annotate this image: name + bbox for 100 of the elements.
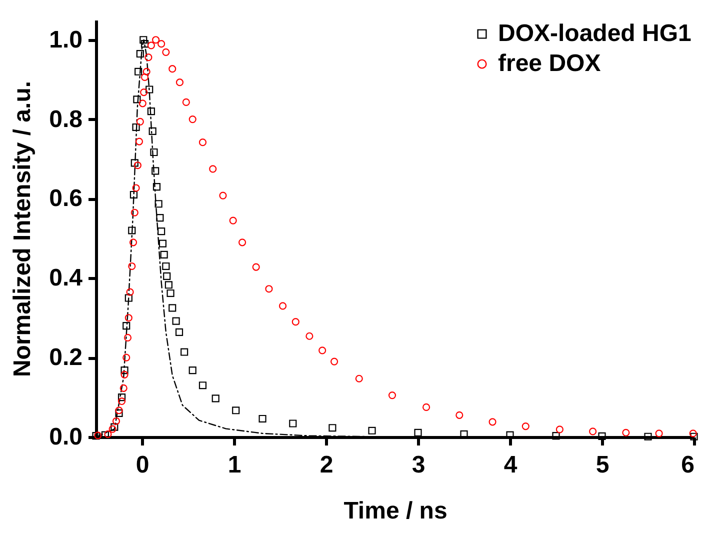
point bbox=[115, 409, 123, 417]
point bbox=[132, 184, 140, 192]
point bbox=[140, 40, 149, 48]
point bbox=[176, 78, 184, 86]
point bbox=[689, 430, 697, 438]
point bbox=[122, 322, 130, 330]
point bbox=[422, 403, 430, 411]
point bbox=[289, 420, 297, 428]
legend-label: free DOX bbox=[498, 50, 601, 77]
x-tick-label: 2 bbox=[320, 452, 334, 478]
point bbox=[163, 272, 171, 280]
point bbox=[135, 138, 144, 146]
point bbox=[124, 294, 132, 302]
point bbox=[690, 432, 698, 440]
y-tick-label: 0.8 bbox=[49, 106, 82, 133]
point bbox=[306, 332, 314, 340]
point bbox=[589, 428, 597, 436]
point bbox=[522, 422, 530, 430]
y-tick-label: 0.0 bbox=[49, 424, 82, 450]
point bbox=[622, 428, 630, 436]
x-tick-label: 0 bbox=[136, 452, 150, 478]
point bbox=[330, 358, 338, 366]
point bbox=[209, 165, 217, 173]
y-axis-title: Normalized Intensity / a.u. bbox=[9, 80, 36, 378]
point bbox=[198, 382, 207, 390]
point bbox=[140, 73, 149, 81]
point bbox=[140, 88, 148, 96]
point bbox=[265, 285, 273, 293]
point bbox=[212, 394, 220, 402]
point bbox=[166, 289, 174, 298]
y-tick-label: 0.4 bbox=[49, 264, 84, 292]
point bbox=[198, 138, 207, 146]
point bbox=[456, 411, 464, 419]
point bbox=[120, 366, 128, 374]
point bbox=[130, 208, 138, 216]
point bbox=[133, 96, 141, 104]
point bbox=[152, 183, 161, 191]
point bbox=[180, 348, 188, 356]
point bbox=[158, 240, 166, 248]
point bbox=[130, 190, 138, 199]
point bbox=[140, 36, 148, 44]
y-tick-label: 0.2 bbox=[49, 344, 82, 372]
point bbox=[152, 36, 160, 44]
point bbox=[126, 288, 134, 296]
point bbox=[252, 263, 260, 271]
point bbox=[152, 167, 160, 175]
point bbox=[124, 334, 132, 342]
point bbox=[182, 98, 190, 106]
point bbox=[150, 148, 158, 156]
point bbox=[128, 262, 136, 270]
point bbox=[104, 430, 112, 438]
point bbox=[154, 200, 162, 208]
legend-label: DOX-loaded HG1 bbox=[498, 20, 692, 47]
point bbox=[175, 328, 184, 336]
point bbox=[162, 262, 170, 270]
point bbox=[644, 432, 652, 440]
point bbox=[556, 426, 564, 434]
point bbox=[188, 366, 196, 374]
point bbox=[158, 40, 166, 48]
point bbox=[146, 86, 154, 94]
point bbox=[238, 238, 246, 246]
x-tick-label: 1 bbox=[228, 452, 242, 478]
point bbox=[160, 250, 168, 258]
x-tick-label: 5 bbox=[596, 452, 610, 478]
y-tick-label: 1.0 bbox=[49, 26, 82, 54]
y-tick-label: 0.6 bbox=[49, 185, 82, 212]
point bbox=[318, 346, 326, 354]
point bbox=[120, 384, 128, 392]
point bbox=[292, 318, 300, 326]
point bbox=[130, 159, 138, 167]
x-tick-label: 6 bbox=[681, 452, 694, 478]
point bbox=[147, 42, 155, 50]
point bbox=[168, 304, 176, 312]
point bbox=[147, 108, 155, 116]
point bbox=[128, 226, 136, 234]
point bbox=[136, 118, 144, 126]
point bbox=[156, 214, 164, 222]
point bbox=[355, 374, 363, 382]
point bbox=[148, 127, 156, 135]
point bbox=[112, 417, 120, 425]
point bbox=[122, 354, 130, 362]
point bbox=[124, 314, 132, 322]
point bbox=[129, 238, 138, 246]
point bbox=[134, 162, 142, 170]
point bbox=[142, 68, 150, 76]
point bbox=[232, 406, 240, 414]
point bbox=[414, 428, 422, 436]
point bbox=[229, 216, 237, 224]
point bbox=[488, 418, 496, 426]
point bbox=[118, 397, 126, 406]
point bbox=[188, 116, 196, 124]
point bbox=[168, 65, 176, 73]
point bbox=[219, 192, 227, 200]
point bbox=[278, 302, 287, 310]
point bbox=[162, 48, 170, 56]
point bbox=[655, 430, 663, 438]
x-tick-label: 3 bbox=[412, 452, 426, 478]
point bbox=[138, 100, 146, 108]
point bbox=[134, 68, 142, 76]
point bbox=[328, 424, 336, 432]
